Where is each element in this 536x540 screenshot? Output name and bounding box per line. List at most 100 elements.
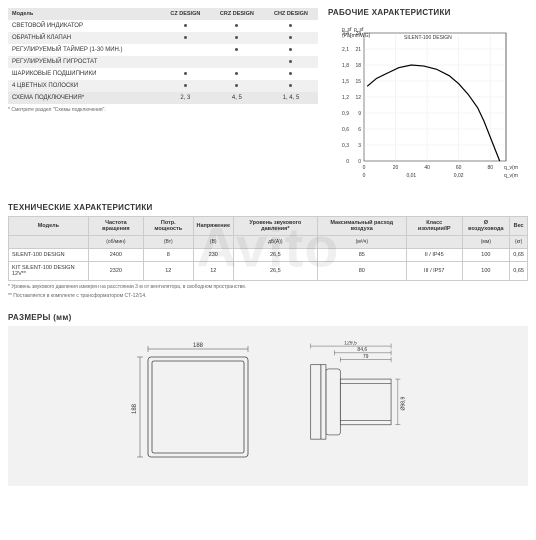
row-cell [161,32,210,44]
dot-icon [184,72,187,75]
performance-chart: 0030,360,690,9121,2151,5181,8212,1242,40… [328,21,518,191]
feature-table-col: Модель CZ DESIGN CRZ DESIGN CHZ DESIGN С… [8,8,318,191]
svg-text:12: 12 [355,95,361,101]
tech-footnote-1: * Уровень звукового давления измерен на … [8,284,528,290]
top-row: Модель CZ DESIGN CRZ DESIGN CHZ DESIGN С… [8,8,528,191]
dot-icon [289,36,292,39]
tech-cell: KIT SILENT-100 DESIGN 12V** [9,262,89,281]
row-cell [210,20,264,32]
dot-icon [235,48,238,51]
svg-text:21: 21 [355,47,361,53]
tech-col-unit [406,236,462,249]
row-label: СХЕМА ПОДКЛЮЧЕНИЯ* [8,92,161,104]
tech-cell: 2320 [88,262,143,281]
tech-cell: 100 [462,249,510,262]
svg-text:SILENT-100 DESIGN: SILENT-100 DESIGN [404,35,452,41]
tech-cell: 0,65 [510,262,528,281]
dot-icon [289,24,292,27]
row-cell [210,80,264,92]
tech-col-unit: (мм) [462,236,510,249]
dot-icon [184,84,187,87]
svg-text:0: 0 [358,159,361,165]
dot-icon [235,24,238,27]
row-cell [264,20,318,32]
row-label: ОБРАТНЫЙ КЛАПАН [8,32,161,44]
dot-icon [235,36,238,39]
tech-col-header: Ø воздуховода [462,217,510,236]
svg-text:q_v(m³/h): q_v(m³/h) [504,165,518,171]
row-cell [264,44,318,56]
tech-col-unit: (Вт) [144,236,193,249]
table-row: ШАРИКОВЫЕ ПОДШИПНИКИ [8,68,318,80]
tech-cell: 0,65 [510,249,528,262]
tech-col-header: Вес [510,217,528,236]
row-cell [210,56,264,68]
tech-cell: III / IP57 [406,262,462,281]
tech-cell: SILENT-100 DESIGN [9,249,89,262]
svg-text:q_v(m³/s): q_v(m³/s) [504,173,518,179]
table-row: 4 ЦВЕТНЫХ ПОЛОСКИ [8,80,318,92]
dot-icon [235,72,238,75]
dot-icon [289,84,292,87]
tech-col-unit: (об/мин) [88,236,143,249]
svg-text:0,3: 0,3 [342,143,349,149]
svg-text:0,9: 0,9 [342,111,349,117]
feature-footnote: * Смотрите раздел "Схемы подключения". [8,107,318,113]
tech-cell: 80 [317,262,406,281]
row-cell [161,44,210,56]
tech-col-header: Максимальный расход воздуха [317,217,406,236]
svg-text:20: 20 [393,165,399,171]
tech-col-header: Напряжение [193,217,234,236]
row-cell [161,68,210,80]
row-label: ШАРИКОВЫЕ ПОДШИПНИКИ [8,68,161,80]
tech-col-header: Частота вращения [88,217,143,236]
svg-text:2,1: 2,1 [342,47,349,53]
row-cell [161,56,210,68]
tech-col-unit: дБ(A)) [234,236,318,249]
row-cell: 4, 5 [210,92,264,104]
table-row: РЕГУЛИРУЕМЫЙ ГИГРОСТАТ [8,56,318,68]
col-model: Модель [8,8,161,20]
tech-cell: 85 [317,249,406,262]
row-cell [264,68,318,80]
front-view: 188 188 [128,341,258,471]
svg-text:0: 0 [363,173,366,179]
tech-col-unit: (В) [193,236,234,249]
svg-text:1,2: 1,2 [342,95,349,101]
dot-icon [289,48,292,51]
tech-cell: 26,5 [234,262,318,281]
svg-text:6: 6 [358,127,361,133]
dot-icon [289,60,292,63]
tech-col-header: Класс изоляции/IP [406,217,462,236]
chart-col: РАБОЧИЕ ХАРАКТЕРИСТИКИ 0030,360,690,9121… [328,8,528,191]
dot-icon [289,72,292,75]
svg-text:3: 3 [358,143,361,149]
row-cell [210,68,264,80]
svg-text:15: 15 [355,79,361,85]
tech-cell: II / IP45 [406,249,462,262]
side-view: 129,5 84,6 79 [298,341,408,471]
tech-cell: 12 [193,262,234,281]
svg-text:0: 0 [363,165,366,171]
sizes-title: РАЗМЕРЫ (мм) [8,313,528,322]
feature-table: Модель CZ DESIGN CRZ DESIGN CHZ DESIGN С… [8,8,318,104]
table-row: СВЕТОВОЙ ИНДИКАТОР [8,20,318,32]
side-tube: 79 [363,354,369,360]
side-total: 129,5 [344,341,357,346]
tech-footnote-2: ** Поставляется в комплекте с трансформа… [8,293,528,299]
dot-icon [184,24,187,27]
svg-text:9: 9 [358,111,361,117]
side-diam: Ø98,9 [401,397,407,411]
front-height: 188 [132,403,138,414]
chart-section-title: РАБОЧИЕ ХАРАКТЕРИСТИКИ [328,8,528,17]
row-cell [210,44,264,56]
svg-text:0,02: 0,02 [454,173,464,179]
tech-cell: 12 [144,262,193,281]
svg-text:0,6: 0,6 [342,127,349,133]
tech-col-unit [9,236,89,249]
tech-cell: 8 [144,249,193,262]
table-row: SILENT-100 DESIGN2400823026,585II / IP45… [9,249,528,262]
svg-text:1,5: 1,5 [342,79,349,85]
front-width: 188 [193,343,204,349]
row-cell [161,80,210,92]
